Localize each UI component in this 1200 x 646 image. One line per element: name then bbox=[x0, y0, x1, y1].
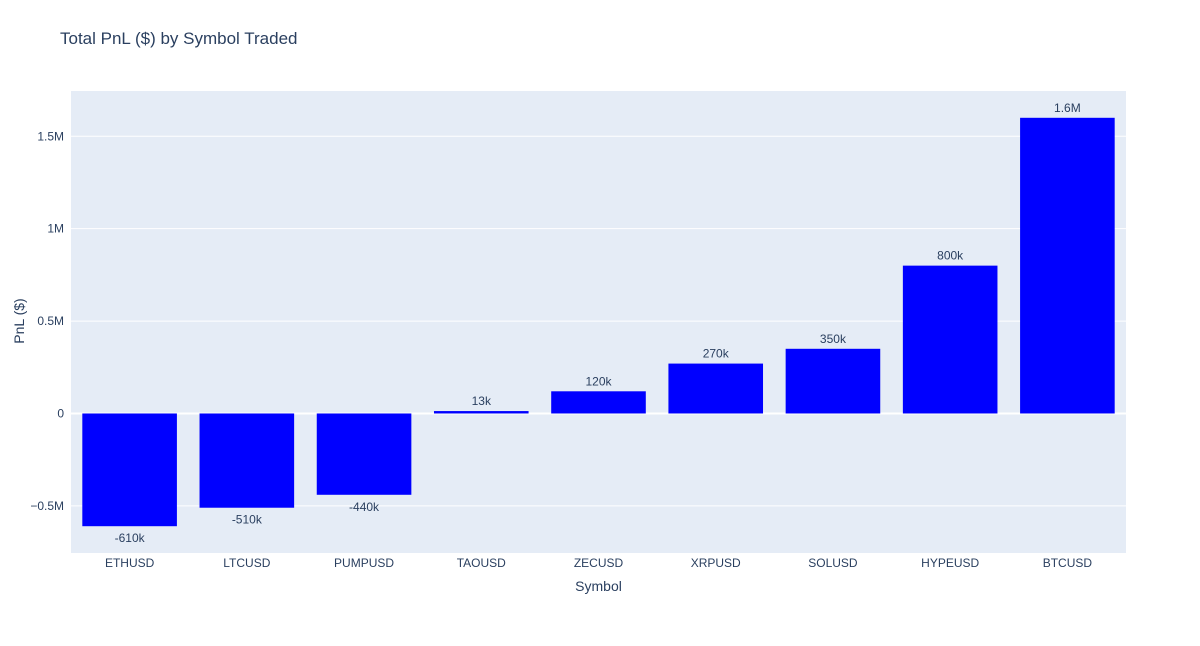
bar-value-label: 800k bbox=[937, 249, 964, 263]
bar-value-label: 13k bbox=[472, 394, 492, 408]
bar-XRPUSD[interactable] bbox=[668, 363, 764, 414]
x-tick-label: PUMPUSD bbox=[334, 556, 394, 570]
x-tick-label: BTCUSD bbox=[1043, 556, 1093, 570]
bar-LTCUSD[interactable] bbox=[199, 413, 295, 508]
bar-value-label: 120k bbox=[585, 374, 612, 388]
bar-SOLUSD[interactable] bbox=[785, 348, 881, 414]
x-axis-title: Symbol bbox=[575, 578, 622, 594]
x-tick-label: HYPEUSD bbox=[921, 556, 979, 570]
x-tick-label: TAOUSD bbox=[457, 556, 506, 570]
y-tick-label: 0 bbox=[57, 406, 64, 420]
x-tick-label: SOLUSD bbox=[808, 556, 858, 570]
bar-value-label: 350k bbox=[820, 332, 847, 346]
bar-BTCUSD[interactable] bbox=[1020, 117, 1115, 414]
bar-TAOUSD[interactable] bbox=[433, 411, 529, 414]
bar-HYPEUSD[interactable] bbox=[902, 265, 998, 414]
x-tick-label: ETHUSD bbox=[105, 556, 155, 570]
y-tick-label: 1M bbox=[47, 222, 64, 236]
chart-title: Total PnL ($) by Symbol Traded bbox=[60, 29, 298, 48]
bar-PUMPUSD[interactable] bbox=[316, 413, 412, 495]
y-tick-label: 1.5M bbox=[37, 129, 64, 143]
bar-value-label: 270k bbox=[703, 347, 730, 361]
y-tick-label: 0.5M bbox=[37, 314, 64, 328]
bar-value-label: -440k bbox=[349, 500, 380, 514]
x-tick-label: ZECUSD bbox=[574, 556, 624, 570]
bar-ETHUSD[interactable] bbox=[82, 413, 177, 527]
bar-ZECUSD[interactable] bbox=[551, 391, 646, 414]
bar-value-label: -610k bbox=[115, 531, 146, 545]
bar-value-label: -510k bbox=[232, 513, 263, 527]
x-tick-label: XRPUSD bbox=[691, 556, 741, 570]
bar-value-label: 1.6M bbox=[1054, 101, 1081, 115]
x-tick-label: LTCUSD bbox=[223, 556, 270, 570]
y-tick-label: −0.5M bbox=[30, 499, 64, 513]
